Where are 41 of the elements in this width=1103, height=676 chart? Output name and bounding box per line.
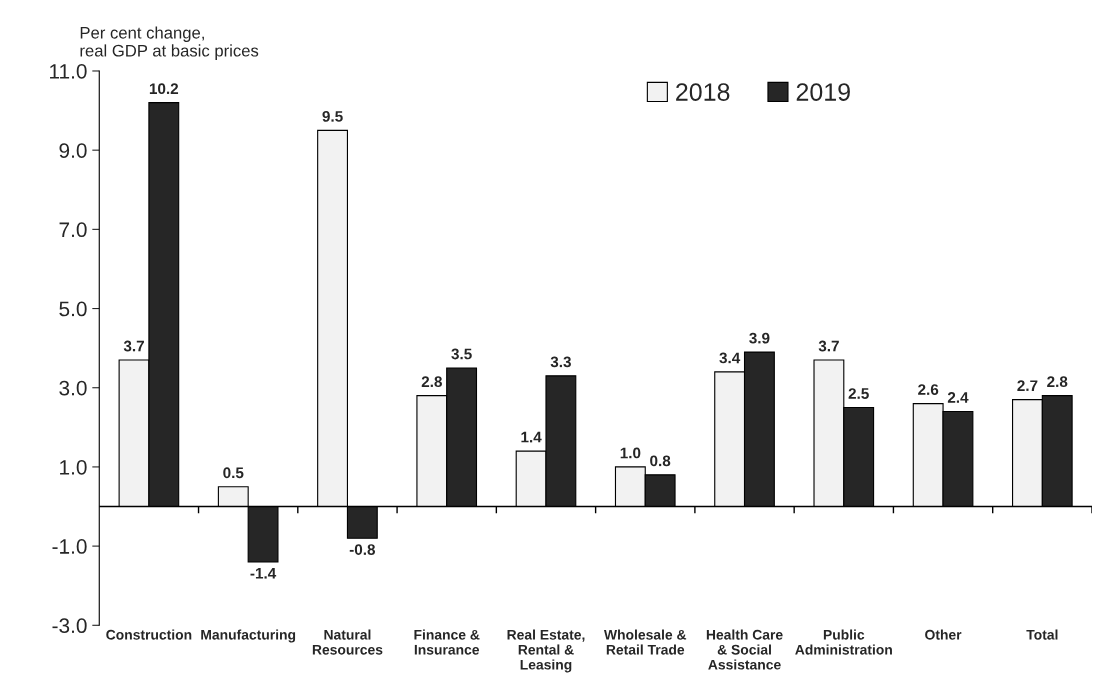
data-label: 3.5 <box>451 348 472 360</box>
y-tick-label: 5.0 <box>59 301 87 317</box>
legend-label: 2018 <box>676 83 730 101</box>
x-tick-label: Natural Resources <box>312 629 383 655</box>
data-label: 2.5 <box>848 388 869 399</box>
x-tick-label: Real Estate, Rental & Leasing <box>507 629 585 673</box>
data-label: -0.8 <box>349 544 376 555</box>
x-tick-label: Construction <box>106 629 192 640</box>
x-tick-label: Other <box>925 629 962 640</box>
data-label: 1.0 <box>620 447 641 459</box>
data-label: 0.8 <box>650 455 671 467</box>
y-tick-label: 7.0 <box>59 222 87 238</box>
data-label: 0.5 <box>223 467 244 479</box>
y-tick-label: -1.0 <box>52 539 87 554</box>
data-label: 10.2 <box>149 83 179 95</box>
x-tick-label: Wholesale & Retail Trade <box>603 629 687 655</box>
x-tick-label: Finance & Insurance <box>414 629 480 655</box>
y-axis-title: Per cent change, real GDP at basic prices <box>80 26 259 60</box>
x-tick-label: Total <box>1026 629 1058 640</box>
y-tick-label: 3.0 <box>59 380 87 396</box>
data-label: 2.8 <box>1047 376 1068 388</box>
data-label: 3.9 <box>749 332 770 344</box>
y-tick-label: -3.0 <box>52 618 87 634</box>
data-label: 3.7 <box>123 340 144 352</box>
x-tick-label: Public Administration <box>795 629 892 655</box>
y-tick-label: 9.0 <box>59 143 87 158</box>
x-tick-label: Health Care & Social Assistance <box>706 629 783 670</box>
data-label: -1.4 <box>250 568 277 579</box>
x-tick-label: Manufacturing <box>201 629 296 643</box>
y-tick-label: 1.0 <box>60 459 87 475</box>
y-tick-label: 11.0 <box>50 63 87 79</box>
legend-label: 2019 <box>796 83 850 101</box>
data-label: 3.4 <box>719 352 741 364</box>
data-label: 3.3 <box>550 356 571 368</box>
data-label: 3.7 <box>818 340 839 352</box>
data-label: 9.5 <box>322 110 343 122</box>
data-label: 1.4 <box>521 431 542 443</box>
data-label: 2.4 <box>947 392 969 403</box>
data-label: 2.8 <box>421 376 442 388</box>
data-label: 2.7 <box>1017 380 1038 391</box>
data-label: 2.6 <box>918 384 939 395</box>
